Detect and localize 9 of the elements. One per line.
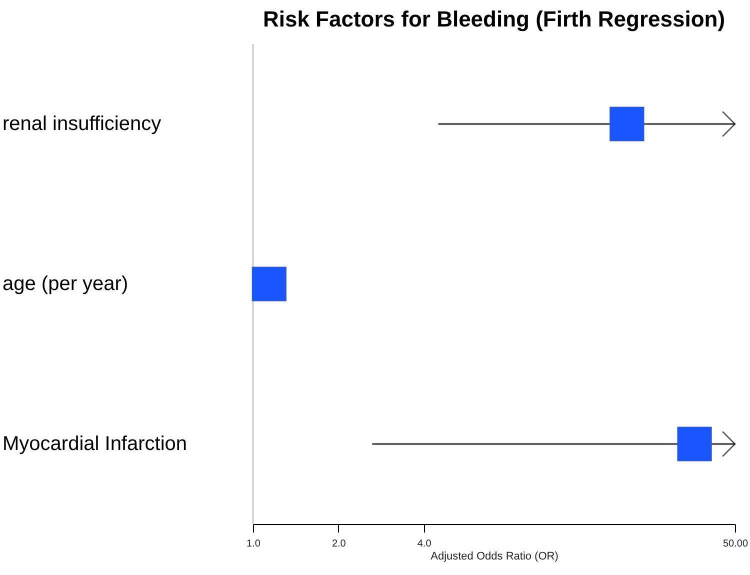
y-tick-label: age (per year) bbox=[2, 273, 128, 295]
x-tick-label: 1.0 bbox=[246, 538, 261, 550]
y-tick-label: Myocardial Infarction bbox=[2, 433, 188, 455]
chart-title: Risk Factors for Bleeding (Firth Regression) bbox=[262, 6, 726, 32]
x-tick-label: 2.0 bbox=[332, 538, 346, 550]
y-tick-label: renal insufficiency bbox=[2, 113, 162, 135]
x-axis-title: Adjusted Odds Ratio (OR) bbox=[430, 550, 558, 562]
x-tick-label: 50.00 bbox=[722, 538, 748, 550]
x-tick-label: 4.0 bbox=[417, 538, 432, 550]
